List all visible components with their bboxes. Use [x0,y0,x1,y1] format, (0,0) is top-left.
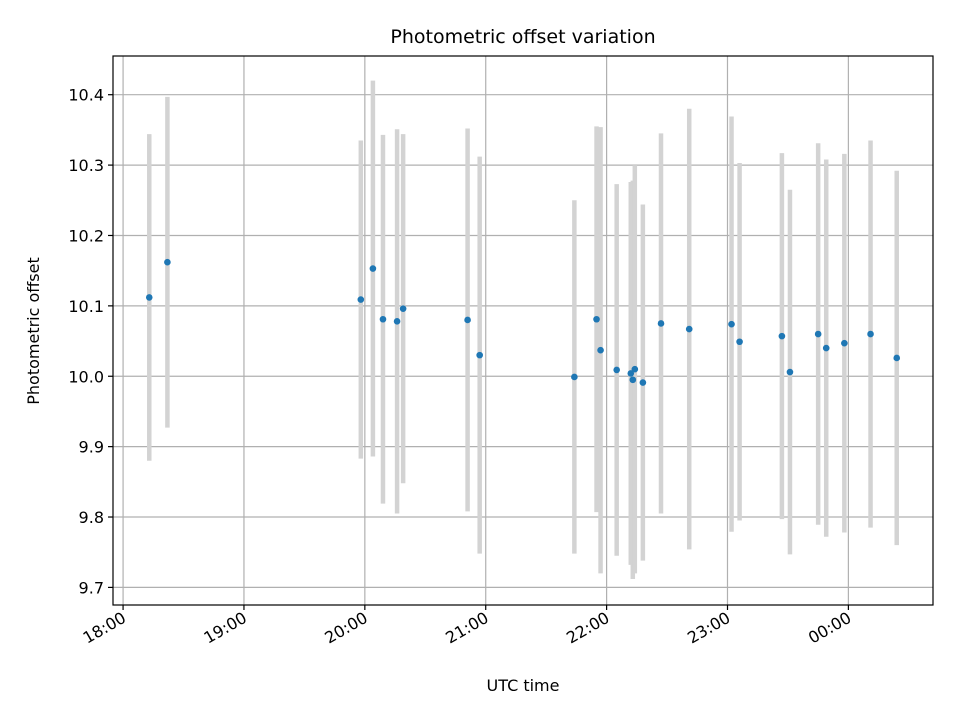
data-point [393,318,401,325]
data-point [814,330,822,338]
y-axis-label: Photometric offset [24,257,43,405]
plot-area [113,56,933,605]
data-point [476,351,483,359]
data-points [145,258,901,386]
data-point [631,365,639,373]
y-tick-label: 10.2 [68,226,104,245]
data-point [728,320,735,328]
data-point [627,370,635,377]
data-point [164,258,171,266]
data-point [464,316,471,324]
data-point [778,332,786,340]
y-tick-label: 9.9 [79,438,104,457]
data-point [893,354,901,362]
y-tick-label: 10.0 [68,367,104,386]
y-tick-label: 10.4 [68,86,104,105]
data-point [736,338,743,346]
y-axis: 9.7 9.8 9.9 10.0 10.1 10.2 10.3 10.4 [68,86,113,597]
data-point [822,344,830,352]
y-tick-label: 10.3 [68,156,104,175]
data-point [369,265,377,272]
data-point [613,366,620,374]
data-point [685,325,693,333]
data-point [571,373,578,381]
y-tick-label: 9.7 [79,578,104,597]
data-point [357,296,365,303]
chart-title: Photometric offset variation [390,26,655,48]
data-point [593,315,600,323]
y-tick-label: 10.1 [68,297,104,316]
data-point [639,379,647,386]
data-point [841,339,848,347]
plot-frame [112,55,934,606]
grid [113,56,933,605]
y-tick-label: 9.8 [79,508,104,527]
data-point [399,305,407,312]
data-point [629,376,637,384]
data-point [379,315,387,323]
data-point [657,320,665,327]
data-point [145,294,153,301]
x-axis-label: UTC time [487,676,560,695]
data-point [597,346,604,354]
data-point [786,368,794,376]
data-point [867,330,874,338]
